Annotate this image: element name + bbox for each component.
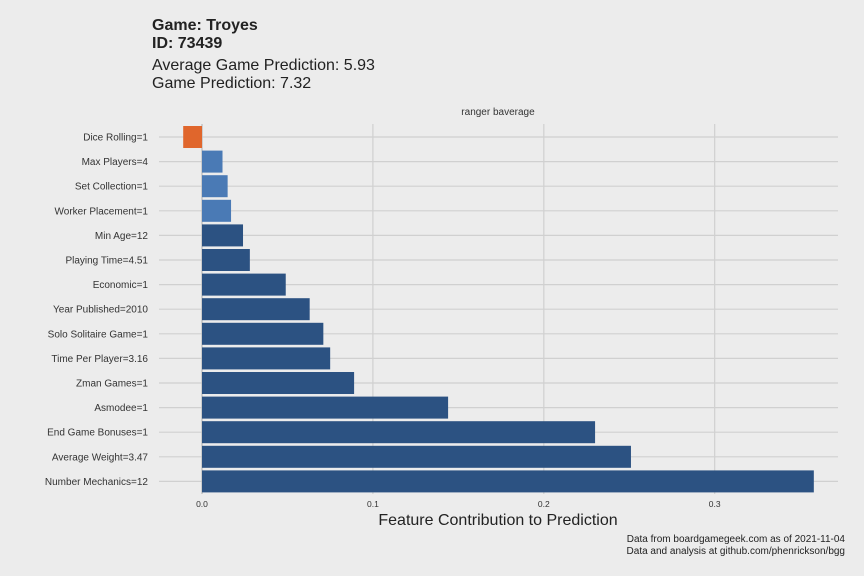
caption-source: Data from boardgamegeek.com as of 2021-1… [626,534,845,545]
bar [202,445,631,468]
category-label: Number Mechanics=12 [45,477,149,488]
x-tick-label: 0.1 [367,499,379,509]
x-tick-label: 0.0 [196,499,208,509]
category-label: End Game Bonuses=1 [47,428,148,439]
category-label: Time Per Player=3.16 [51,354,148,365]
category-label: Year Published=2010 [53,305,148,316]
category-label: Min Age=12 [95,231,149,242]
caption-analysis: Data and analysis at github.com/phenrick… [626,546,845,557]
bar [202,470,814,493]
bar [202,150,223,173]
x-tick-layer: 0.0 0.1 0.2 0.3 [196,499,721,509]
category-label: Zman Games=1 [76,379,148,390]
chart-subtitle-prediction: Game Prediction: 7.32 [152,75,312,92]
category-label: Economic=1 [93,280,149,291]
category-label: Asmodee=1 [94,403,148,414]
bar [202,322,324,345]
chart-title-game: Game: Troyes [152,17,258,34]
bar [202,372,355,394]
category-label: Set Collection=1 [75,182,149,193]
bar [183,126,202,148]
x-tick-label: 0.3 [709,499,721,509]
bar [202,224,244,247]
category-label: Worker Placement=1 [55,206,149,217]
bar [202,421,596,444]
bar [202,298,310,321]
category-label-layer: Dice Rolling=1 Max Players=4 Set Collectio… [45,133,149,488]
bar [202,347,331,370]
category-label: Average Weight=3.47 [52,452,149,463]
x-tick-label: 0.2 [538,499,550,509]
bar [202,199,232,222]
bar [202,175,228,198]
category-label: Solo Solitaire Game=1 [48,329,149,340]
bar [202,273,286,296]
x-axis-title: Feature Contribution to Prediction [378,512,617,529]
chart-subtitle-average: Average Game Prediction: 5.93 [152,57,375,74]
bar [202,396,449,419]
category-label: Playing Time=4.51 [65,256,148,267]
category-label: Dice Rolling=1 [83,133,148,144]
category-label: Max Players=4 [82,157,149,168]
facet-label: ranger baverage [461,107,535,118]
bar-layer [183,126,814,493]
chart-title-id: ID: 73439 [152,35,223,52]
bar [202,249,250,271]
